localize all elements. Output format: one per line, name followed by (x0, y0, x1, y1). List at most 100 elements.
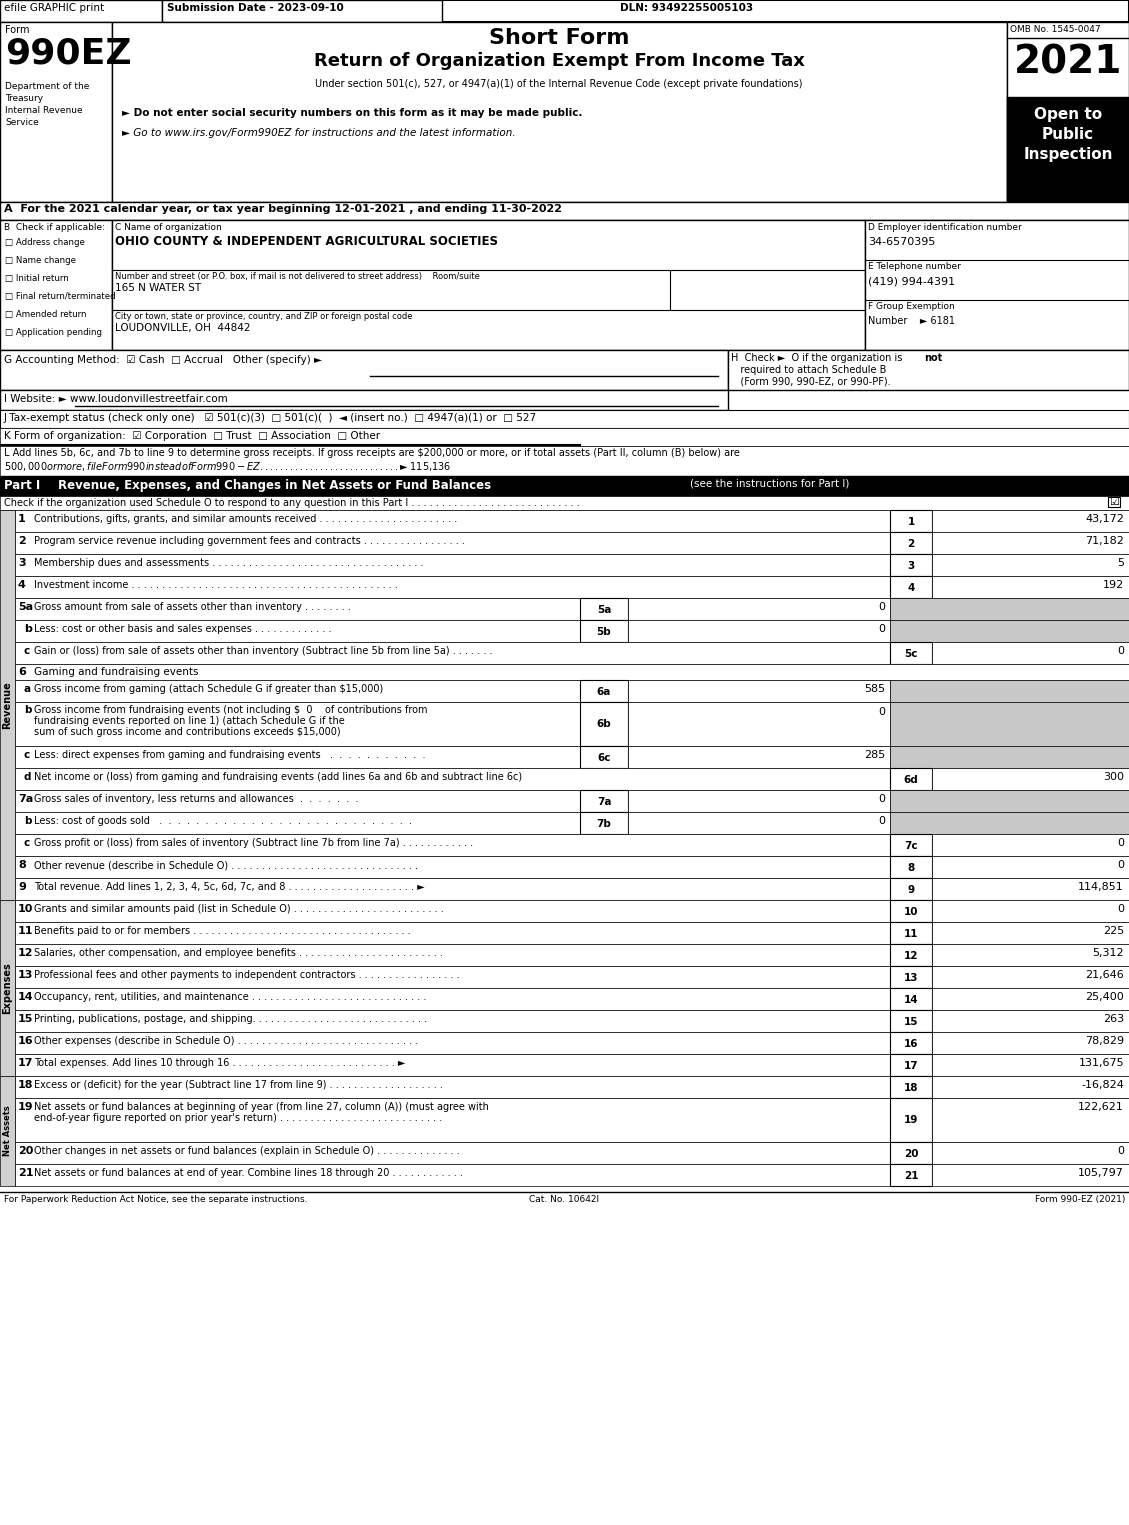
Text: sum of such gross income and contributions exceeds $15,000): sum of such gross income and contributio… (34, 727, 341, 737)
Text: Form: Form (5, 24, 29, 35)
Bar (0, 509, 15, 900)
Text: Revenue, Expenses, and Changes in Net Assets or Fund Balances: Revenue, Expenses, and Changes in Net As… (58, 479, 491, 493)
Bar (15, 642, 890, 663)
Text: Excess or (deficit) for the year (Subtract line 17 from line 9) . . . . . . . . : Excess or (deficit) for the year (Subtra… (34, 1080, 443, 1090)
Text: not: not (924, 352, 943, 363)
Text: 9: 9 (908, 884, 914, 895)
Bar (15, 1010, 890, 1032)
Bar (933, 1010, 1129, 1032)
Bar (890, 554, 933, 576)
Bar (0, 0, 1129, 21)
Text: Net Assets: Net Assets (3, 1106, 12, 1156)
Text: 18: 18 (18, 1080, 34, 1090)
Text: 7a: 7a (597, 798, 611, 807)
Bar (890, 621, 1129, 642)
Text: 19: 19 (18, 1103, 34, 1112)
Bar (933, 769, 1129, 790)
Bar (15, 944, 890, 965)
Text: ► Go to www.irs.gov/Form990EZ for instructions and the latest information.: ► Go to www.irs.gov/Form990EZ for instru… (122, 128, 516, 137)
Text: J Tax-exempt status (check only one)   ☑ 501(c)(3)  □ 501(c)(  )  ◄ (insert no.): J Tax-exempt status (check only one) ☑ 5… (5, 413, 537, 422)
Text: 43,172: 43,172 (1085, 514, 1124, 525)
Text: Occupancy, rent, utilities, and maintenance . . . . . . . . . . . . . . . . . . : Occupancy, rent, utilities, and maintena… (34, 991, 427, 1002)
Text: Gross sales of inventory, less returns and allowances  .  .  .  .  .  .  .: Gross sales of inventory, less returns a… (34, 795, 359, 804)
Bar (890, 878, 933, 900)
Text: 3: 3 (908, 561, 914, 570)
Text: Treasury: Treasury (5, 95, 43, 104)
Text: OMB No. 1545-0047: OMB No. 1545-0047 (1010, 24, 1101, 34)
Bar (890, 680, 1129, 702)
Text: 11: 11 (903, 929, 918, 939)
Text: Form 990-EZ (2021): Form 990-EZ (2021) (1034, 1196, 1124, 1205)
Bar (1007, 21, 1129, 201)
Text: 1: 1 (18, 514, 26, 525)
Bar (15, 811, 580, 834)
Bar (0, 201, 1129, 220)
Bar (15, 769, 890, 790)
Text: □ Amended return: □ Amended return (5, 310, 87, 319)
Text: 0: 0 (1117, 647, 1124, 656)
Text: 11: 11 (18, 926, 34, 936)
Bar (15, 680, 580, 702)
Text: 14: 14 (18, 991, 34, 1002)
Bar (161, 0, 441, 21)
Bar (15, 554, 890, 576)
Bar (15, 702, 580, 746)
Bar (1007, 98, 1129, 201)
Text: Total revenue. Add lines 1, 2, 3, 4, 5c, 6d, 7c, and 8 . . . . . . . . . . . . .: Total revenue. Add lines 1, 2, 3, 4, 5c,… (34, 881, 425, 892)
Bar (933, 1077, 1129, 1098)
Bar (933, 576, 1129, 598)
Text: efile GRAPHIC print: efile GRAPHIC print (5, 3, 104, 14)
Text: Number    ► 6181: Number ► 6181 (868, 316, 955, 326)
Text: L Add lines 5b, 6c, and 7b to line 9 to determine gross receipts. If gross recei: L Add lines 5b, 6c, and 7b to line 9 to … (5, 448, 739, 458)
Text: Gain or (loss) from sale of assets other than inventory (Subtract line 5b from l: Gain or (loss) from sale of assets other… (34, 647, 492, 656)
Text: 0: 0 (878, 602, 885, 612)
Text: b: b (24, 705, 32, 715)
Bar (15, 598, 580, 621)
Text: Net income or (loss) from gaming and fundraising events (add lines 6a and 6b and: Net income or (loss) from gaming and fun… (34, 772, 522, 782)
Text: 78,829: 78,829 (1085, 1035, 1124, 1046)
Bar (0, 351, 728, 390)
Bar (933, 856, 1129, 878)
Text: 2: 2 (908, 538, 914, 549)
Text: □ Final return/terminated: □ Final return/terminated (5, 291, 115, 300)
Text: 192: 192 (1103, 580, 1124, 590)
Text: I Website: ► www.loudonvillestreetfair.com: I Website: ► www.loudonvillestreetfair.c… (5, 393, 228, 404)
Text: Department of the: Department of the (5, 82, 89, 91)
Text: Benefits paid to or for members . . . . . . . . . . . . . . . . . . . . . . . . : Benefits paid to or for members . . . . … (34, 926, 411, 936)
Text: 0: 0 (878, 624, 885, 634)
Bar (933, 944, 1129, 965)
Text: c: c (24, 647, 30, 656)
Bar (15, 856, 890, 878)
Bar (933, 965, 1129, 988)
Text: 114,851: 114,851 (1078, 881, 1124, 892)
Text: (see the instructions for Part I): (see the instructions for Part I) (690, 479, 849, 490)
Bar (628, 621, 890, 642)
Bar (890, 790, 1129, 811)
Bar (890, 988, 933, 1010)
Text: 0: 0 (1117, 860, 1124, 869)
Text: Cat. No. 10642I: Cat. No. 10642I (530, 1196, 599, 1205)
Bar (15, 621, 580, 642)
Bar (890, 509, 933, 532)
Bar (890, 702, 1129, 746)
Bar (0, 21, 112, 201)
Text: 21: 21 (903, 1171, 918, 1180)
Text: □ Address change: □ Address change (5, 238, 85, 247)
Text: 131,675: 131,675 (1078, 1058, 1124, 1068)
Bar (890, 746, 1129, 769)
Text: ☑: ☑ (1109, 497, 1119, 506)
Text: Contributions, gifts, grants, and similar amounts received . . . . . . . . . . .: Contributions, gifts, grants, and simila… (34, 514, 457, 525)
Text: Printing, publications, postage, and shipping. . . . . . . . . . . . . . . . . .: Printing, publications, postage, and shi… (34, 1014, 427, 1023)
Text: 6a: 6a (597, 686, 611, 697)
Bar (933, 878, 1129, 900)
Text: 15: 15 (903, 1017, 918, 1026)
Text: 8: 8 (18, 860, 26, 869)
Text: Public: Public (1042, 127, 1094, 142)
Text: Other revenue (describe in Schedule O) . . . . . . . . . . . . . . . . . . . . .: Other revenue (describe in Schedule O) .… (34, 860, 418, 869)
Text: $500,000 or more, file Form 990 instead of Form 990-EZ . . . . . . . . . . . . .: $500,000 or more, file Form 990 instead … (5, 461, 452, 473)
Text: a: a (24, 685, 32, 694)
Text: (419) 994-4391: (419) 994-4391 (868, 276, 955, 287)
Text: 17: 17 (903, 1061, 918, 1071)
Text: 6d: 6d (903, 775, 918, 785)
Bar (628, 680, 890, 702)
